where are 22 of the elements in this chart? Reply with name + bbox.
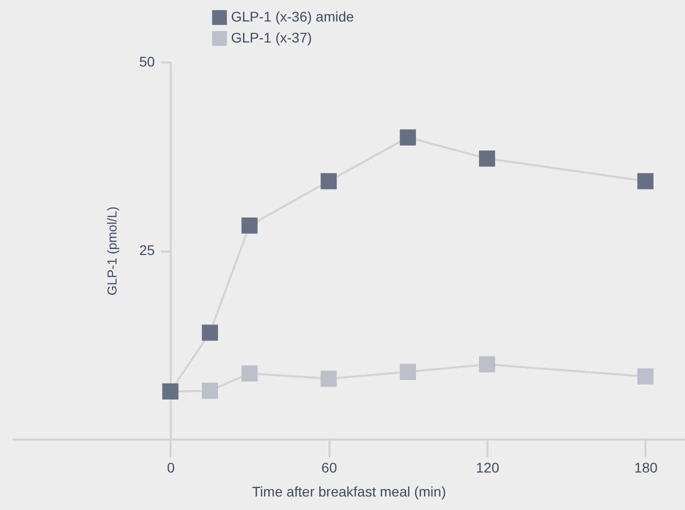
legend-label: GLP-1 (x-37) xyxy=(231,30,312,46)
point xyxy=(478,356,496,372)
x-tick-label: 180 xyxy=(634,460,658,476)
point xyxy=(241,218,258,234)
point xyxy=(637,173,654,190)
point xyxy=(202,324,218,341)
point xyxy=(320,370,337,387)
y-axis-title: GLP-1 (pmol/L) xyxy=(104,206,120,296)
y-tick-label: 25 xyxy=(139,242,156,258)
x-tick-label: 60 xyxy=(321,460,338,476)
x-tick-label: 0 xyxy=(166,460,175,476)
y-tick-label: 50 xyxy=(139,54,156,70)
point xyxy=(241,365,258,382)
legend-label: GLP-1 (x-36) amide xyxy=(231,8,354,24)
x-tick-label: 120 xyxy=(476,460,500,476)
point xyxy=(202,382,218,399)
point xyxy=(320,173,337,190)
point xyxy=(478,150,496,167)
x-axis-title: Time after breakfast meal (min) xyxy=(252,484,446,500)
point xyxy=(637,368,654,384)
point xyxy=(400,364,416,380)
point xyxy=(400,129,416,146)
